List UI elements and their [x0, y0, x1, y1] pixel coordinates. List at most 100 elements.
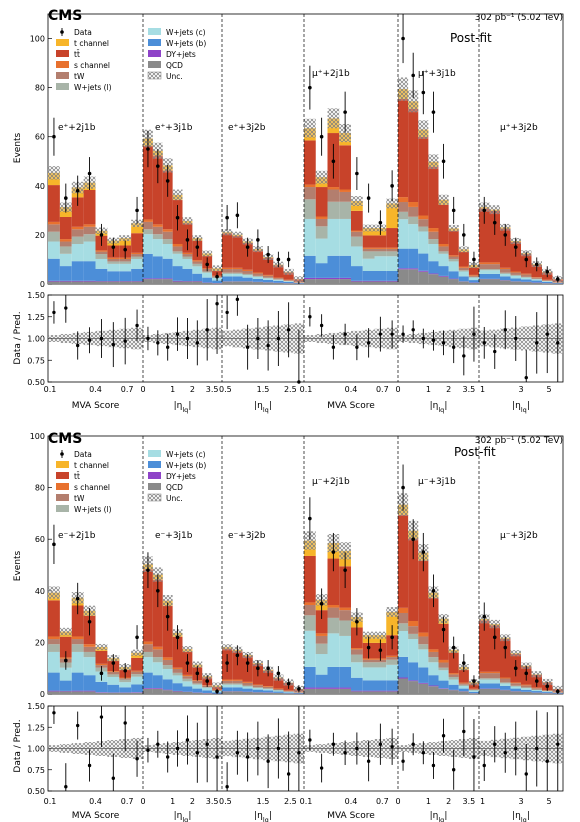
stack-bar-tw [500, 269, 511, 273]
data-point [482, 208, 487, 213]
ratio-point [52, 711, 56, 715]
ratio-point [165, 345, 170, 349]
stack-bar-qcd [162, 279, 173, 284]
legend-label: W+jets (b) [166, 461, 206, 470]
x-tick-label: 0.7 [121, 797, 134, 806]
stack-bar-qcd [107, 281, 120, 284]
stack-bar-tw [327, 189, 340, 202]
stack-bar-wl [131, 674, 143, 677]
stack-bar-wb [428, 675, 439, 686]
stack-bar-s [263, 686, 274, 687]
x-tick-label: 3.5 [206, 797, 219, 806]
stack-bar-dy [386, 280, 398, 282]
stack-bar-wc [351, 246, 363, 267]
unc-band [489, 619, 500, 629]
stack-bar-qcd [542, 693, 553, 694]
ratio-y-axis-label: Data / Pred. [13, 719, 23, 772]
stack-bar-wl [131, 256, 143, 259]
data-point [331, 550, 336, 554]
y-tick-label: 80 [35, 484, 45, 493]
unc-band [202, 250, 213, 257]
category-label: e⁺+3j2b [228, 123, 266, 133]
stack-bar-wl [351, 236, 363, 247]
stack-bar-s [351, 648, 363, 650]
ratio-point [421, 751, 426, 755]
stack-bar-wl [398, 211, 409, 220]
stack-bar-qcd [510, 281, 521, 284]
stack-bar-dy [131, 692, 143, 693]
stack-bar-qcd [283, 693, 294, 694]
data-point [472, 679, 476, 683]
data-point [343, 568, 347, 572]
stack-bar-tw [418, 219, 429, 227]
stack-bar-wl [152, 234, 163, 240]
ratio-point [195, 341, 200, 345]
stack-bar-wl [162, 665, 173, 669]
stack-bar-s [107, 257, 120, 259]
legend-label: W+jets (c) [166, 450, 206, 459]
stack-bar-wb [408, 248, 419, 269]
stack-bar-wl [531, 689, 542, 691]
y-tick-label: 0 [40, 690, 45, 699]
ratio-point [195, 751, 200, 755]
stack-bar-wc [489, 679, 500, 684]
data-point [175, 635, 180, 640]
data-point [421, 550, 426, 554]
stack-bar-tw [315, 635, 328, 644]
stack-bar-tw [252, 685, 263, 688]
stack-bar-wb [418, 253, 429, 271]
data-point [75, 188, 80, 193]
stack-bar-wb [315, 674, 328, 688]
stack-bar-wb [95, 268, 108, 282]
stack-bar-wl [448, 676, 459, 680]
stack-bar-dy [71, 690, 84, 692]
ratio-unc-band [428, 742, 439, 755]
stack-bar-tw [339, 610, 351, 621]
ratio-y-tick-label: 1.00 [27, 335, 45, 344]
stack-bar-wc [500, 683, 511, 687]
stack-bar-tt [143, 569, 153, 642]
stack-bar-s [59, 239, 72, 242]
x-tick-label: 1.5 [257, 385, 270, 394]
stack-bar-tt [232, 651, 243, 680]
stack-bar-wb [362, 680, 375, 691]
stack-bar-wl [119, 679, 132, 683]
data-point [401, 36, 405, 41]
stack-bar-wl [418, 644, 429, 650]
data-point [266, 252, 270, 257]
stack-bar-wc [362, 667, 375, 681]
category-label: e⁺+2j1b [58, 123, 96, 133]
stack-bar-tw [458, 683, 469, 685]
x-axis-label: |ηlq| [174, 811, 192, 822]
stack-bar-wb [438, 680, 449, 689]
x-tick-label: 2 [446, 385, 451, 394]
stack-bar-qcd [71, 281, 84, 284]
stack-bar-wl [162, 239, 173, 244]
ratio-point [75, 343, 80, 348]
stack-bar-tt [374, 235, 387, 248]
stack-bar-wb [468, 691, 479, 694]
stack-bar-wb [304, 255, 316, 278]
ratio-point [514, 746, 518, 751]
stack-bar-wb [351, 266, 363, 281]
legend-label: W+jets (b) [166, 39, 206, 48]
legend-swatch [147, 71, 162, 80]
y-tick-label: 60 [35, 133, 45, 142]
unc-band [95, 643, 108, 651]
stack-bar-wl [438, 251, 449, 254]
ratio-unc-band [48, 745, 60, 752]
stack-bar-wc [263, 278, 274, 280]
stack-bar-wl [489, 678, 500, 680]
x-tick-label: 0 [395, 797, 400, 806]
stack-bar-qcd [182, 691, 193, 694]
stack-bar-tt [48, 600, 60, 637]
stack-bar-wl [242, 273, 253, 276]
legend-swatch [148, 461, 161, 468]
ratio-unc-band [48, 335, 60, 342]
x-tick-label: 0.7 [376, 385, 389, 394]
stack-bar-s [232, 679, 243, 681]
stack-bar-s [315, 633, 328, 636]
unc-band [222, 644, 233, 651]
stack-bar-tw [362, 248, 375, 252]
x-axis-label: MVA Score [72, 401, 120, 411]
